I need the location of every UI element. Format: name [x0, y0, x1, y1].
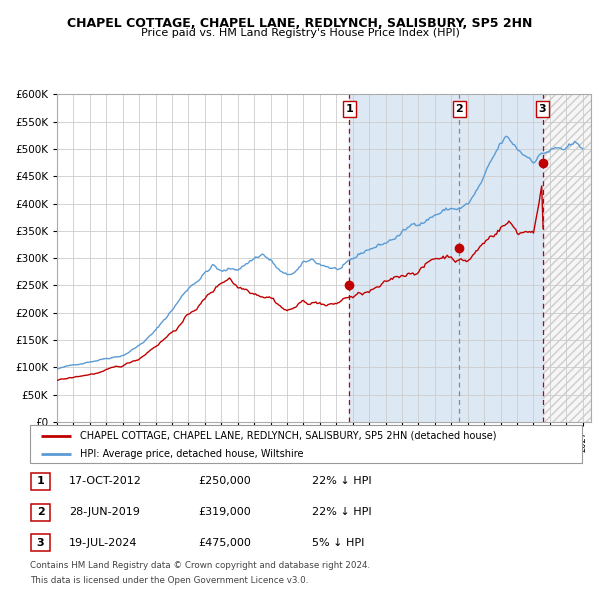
Text: 17-OCT-2012: 17-OCT-2012 [69, 477, 142, 486]
Text: This data is licensed under the Open Government Licence v3.0.: This data is licensed under the Open Gov… [30, 576, 308, 585]
Text: 5% ↓ HPI: 5% ↓ HPI [312, 538, 364, 548]
Text: £319,000: £319,000 [198, 507, 251, 517]
Text: Price paid vs. HM Land Registry's House Price Index (HPI): Price paid vs. HM Land Registry's House … [140, 28, 460, 38]
FancyBboxPatch shape [31, 504, 50, 520]
Text: 22% ↓ HPI: 22% ↓ HPI [312, 477, 371, 486]
Text: CHAPEL COTTAGE, CHAPEL LANE, REDLYNCH, SALISBURY, SP5 2HN: CHAPEL COTTAGE, CHAPEL LANE, REDLYNCH, S… [67, 17, 533, 30]
FancyBboxPatch shape [31, 473, 50, 490]
Bar [542, 94, 591, 422]
Text: 2: 2 [455, 104, 463, 114]
Text: £250,000: £250,000 [198, 477, 251, 486]
Bar [542, 94, 591, 422]
Text: Contains HM Land Registry data © Crown copyright and database right 2024.: Contains HM Land Registry data © Crown c… [30, 561, 370, 570]
Text: £475,000: £475,000 [198, 538, 251, 548]
Text: 3: 3 [37, 538, 44, 548]
Text: 3: 3 [539, 104, 547, 114]
Bar [349, 94, 542, 422]
Text: 28-JUN-2019: 28-JUN-2019 [69, 507, 140, 517]
Text: 22% ↓ HPI: 22% ↓ HPI [312, 507, 371, 517]
FancyBboxPatch shape [31, 535, 50, 551]
Text: 19-JUL-2024: 19-JUL-2024 [69, 538, 137, 548]
Text: 1: 1 [37, 477, 44, 486]
Text: CHAPEL COTTAGE, CHAPEL LANE, REDLYNCH, SALISBURY, SP5 2HN (detached house): CHAPEL COTTAGE, CHAPEL LANE, REDLYNCH, S… [80, 431, 496, 441]
Text: HPI: Average price, detached house, Wiltshire: HPI: Average price, detached house, Wilt… [80, 448, 303, 458]
Text: 2: 2 [37, 507, 44, 517]
FancyBboxPatch shape [30, 425, 582, 463]
Text: 1: 1 [346, 104, 353, 114]
